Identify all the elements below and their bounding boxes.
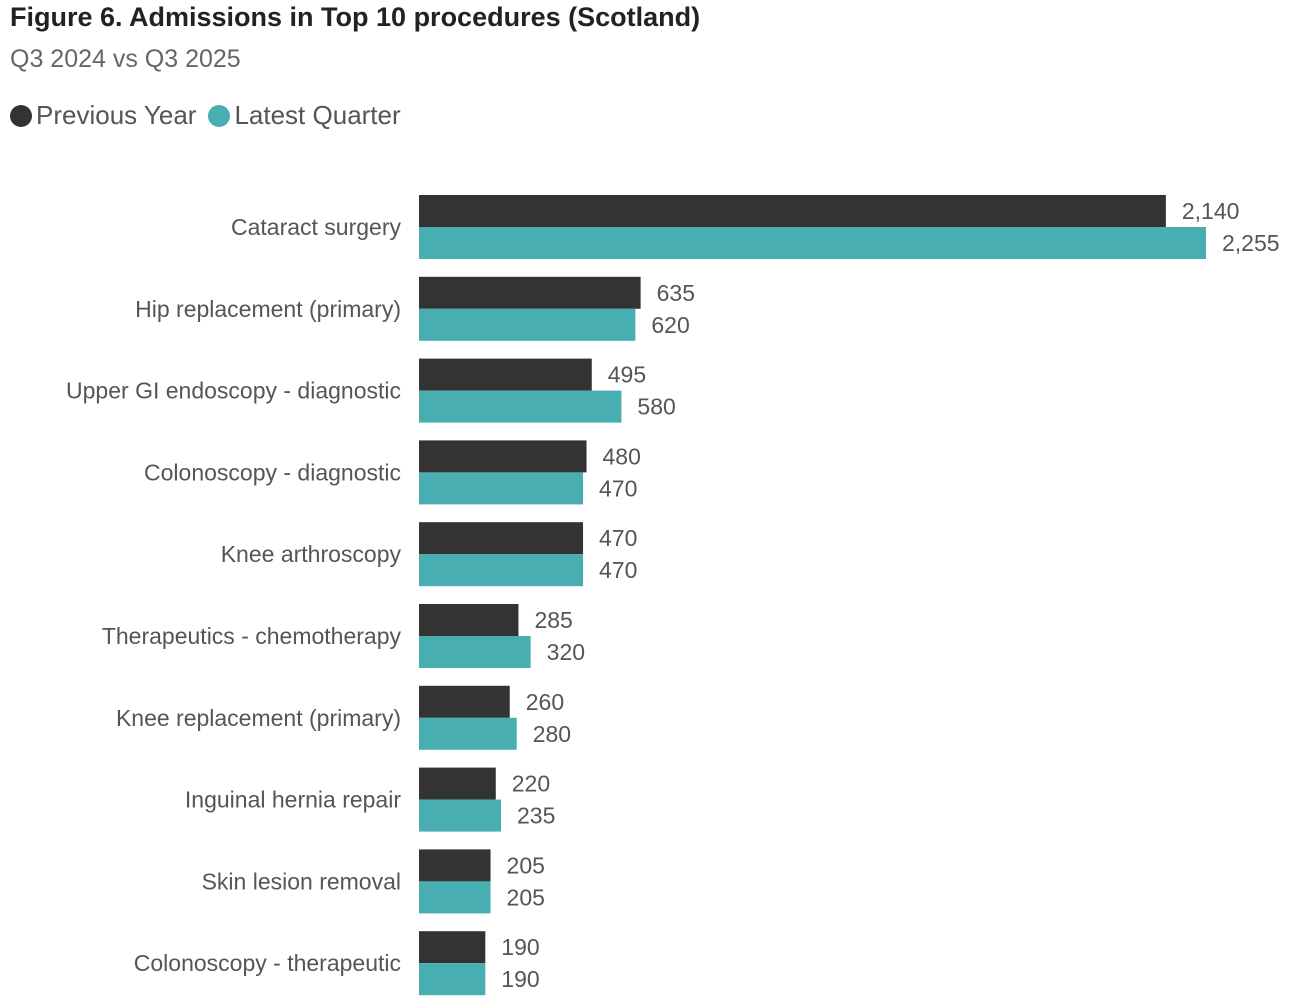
category-label-knee-arthroscopy: Knee arthroscopy	[221, 541, 402, 567]
bar-latest-quarter-colonoscopy-diagnostic[interactable]	[419, 472, 584, 505]
data-label-latest-quarter-upper-gi-endoscopy-diagnostic: 580	[637, 394, 675, 420]
category-label-knee-replacement-primary: Knee replacement (primary)	[116, 705, 401, 731]
bar-previous-year-cataract-surgery[interactable]	[419, 195, 1166, 227]
bar-previous-year-upper-gi-endoscopy-diagnostic[interactable]	[419, 358, 592, 391]
data-label-latest-quarter-knee-arthroscopy: 470	[599, 557, 637, 583]
bar-previous-year-skin-lesion-removal[interactable]	[419, 849, 491, 882]
category-label-cataract-surgery: Cataract surgery	[231, 214, 402, 240]
data-label-latest-quarter-inguinal-hernia-repair: 235	[517, 803, 555, 829]
data-label-previous-year-skin-lesion-removal: 205	[507, 852, 545, 878]
legend: Previous Year Latest Quarter	[10, 100, 413, 131]
data-label-previous-year-cataract-surgery: 2,140	[1182, 198, 1240, 224]
bar-previous-year-knee-arthroscopy[interactable]	[419, 522, 584, 555]
data-label-previous-year-colonoscopy-therapeutic: 190	[501, 934, 539, 960]
data-label-previous-year-therapeutics-chemotherapy: 285	[534, 607, 572, 633]
legend-swatch-latest-quarter	[208, 104, 231, 127]
data-label-latest-quarter-colonoscopy-therapeutic: 190	[501, 966, 539, 992]
data-label-previous-year-knee-arthroscopy: 470	[599, 525, 637, 551]
chart-subtitle: Q3 2024 vs Q3 2025	[10, 45, 241, 73]
data-label-previous-year-knee-replacement-primary: 260	[526, 689, 564, 715]
chart-title: Figure 6. Admissions in Top 10 procedure…	[10, 2, 701, 32]
bar-previous-year-knee-replacement-primary[interactable]	[419, 685, 510, 718]
bar-previous-year-hip-replacement-primary[interactable]	[419, 276, 641, 309]
data-label-previous-year-colonoscopy-diagnostic: 480	[603, 443, 641, 469]
category-label-inguinal-hernia-repair: Inguinal hernia repair	[185, 787, 401, 813]
bar-latest-quarter-colonoscopy-therapeutic[interactable]	[419, 963, 486, 996]
legend-item-latest-quarter[interactable]: Latest Quarter	[208, 100, 401, 131]
bar-latest-quarter-hip-replacement-primary[interactable]	[419, 308, 636, 341]
bar-latest-quarter-cataract-surgery[interactable]	[419, 227, 1206, 259]
legend-item-previous-year[interactable]: Previous Year	[10, 100, 196, 131]
legend-label-latest-quarter: Latest Quarter	[234, 100, 401, 130]
bar-latest-quarter-skin-lesion-removal[interactable]	[419, 881, 491, 914]
category-label-hip-replacement-primary: Hip replacement (primary)	[135, 296, 401, 322]
data-label-latest-quarter-cataract-surgery: 2,255	[1222, 230, 1280, 256]
legend-swatch-previous-year	[10, 104, 32, 127]
bar-latest-quarter-upper-gi-endoscopy-diagnostic[interactable]	[419, 390, 622, 423]
data-label-previous-year-upper-gi-endoscopy-diagnostic: 495	[608, 362, 646, 388]
bar-latest-quarter-knee-replacement-primary[interactable]	[419, 717, 517, 750]
data-label-latest-quarter-knee-replacement-primary: 280	[533, 721, 571, 747]
bar-previous-year-therapeutics-chemotherapy[interactable]	[419, 604, 519, 636]
data-label-latest-quarter-hip-replacement-primary: 620	[651, 312, 689, 338]
category-label-colonoscopy-therapeutic: Colonoscopy - therapeutic	[134, 950, 401, 976]
category-label-therapeutics-chemotherapy: Therapeutics - chemotherapy	[102, 623, 402, 649]
category-label-colonoscopy-diagnostic: Colonoscopy - diagnostic	[144, 459, 401, 485]
bar-previous-year-inguinal-hernia-repair[interactable]	[419, 767, 496, 800]
bar-latest-quarter-inguinal-hernia-repair[interactable]	[419, 799, 502, 832]
bar-latest-quarter-therapeutics-chemotherapy[interactable]	[419, 636, 531, 668]
category-label-skin-lesion-removal: Skin lesion removal	[202, 868, 401, 894]
bar-previous-year-colonoscopy-therapeutic[interactable]	[419, 931, 486, 964]
bar-previous-year-colonoscopy-diagnostic[interactable]	[419, 440, 587, 473]
bar-latest-quarter-knee-arthroscopy[interactable]	[419, 554, 584, 587]
category-label-upper-gi-endoscopy-diagnostic: Upper GI endoscopy - diagnostic	[66, 378, 401, 404]
data-label-latest-quarter-colonoscopy-diagnostic: 470	[599, 475, 637, 501]
data-label-previous-year-inguinal-hernia-repair: 220	[512, 771, 550, 797]
data-label-previous-year-hip-replacement-primary: 635	[657, 280, 695, 306]
legend-label-previous-year: Previous Year	[36, 100, 197, 130]
data-label-latest-quarter-skin-lesion-removal: 205	[507, 884, 545, 910]
data-label-latest-quarter-therapeutics-chemotherapy: 320	[547, 639, 585, 665]
